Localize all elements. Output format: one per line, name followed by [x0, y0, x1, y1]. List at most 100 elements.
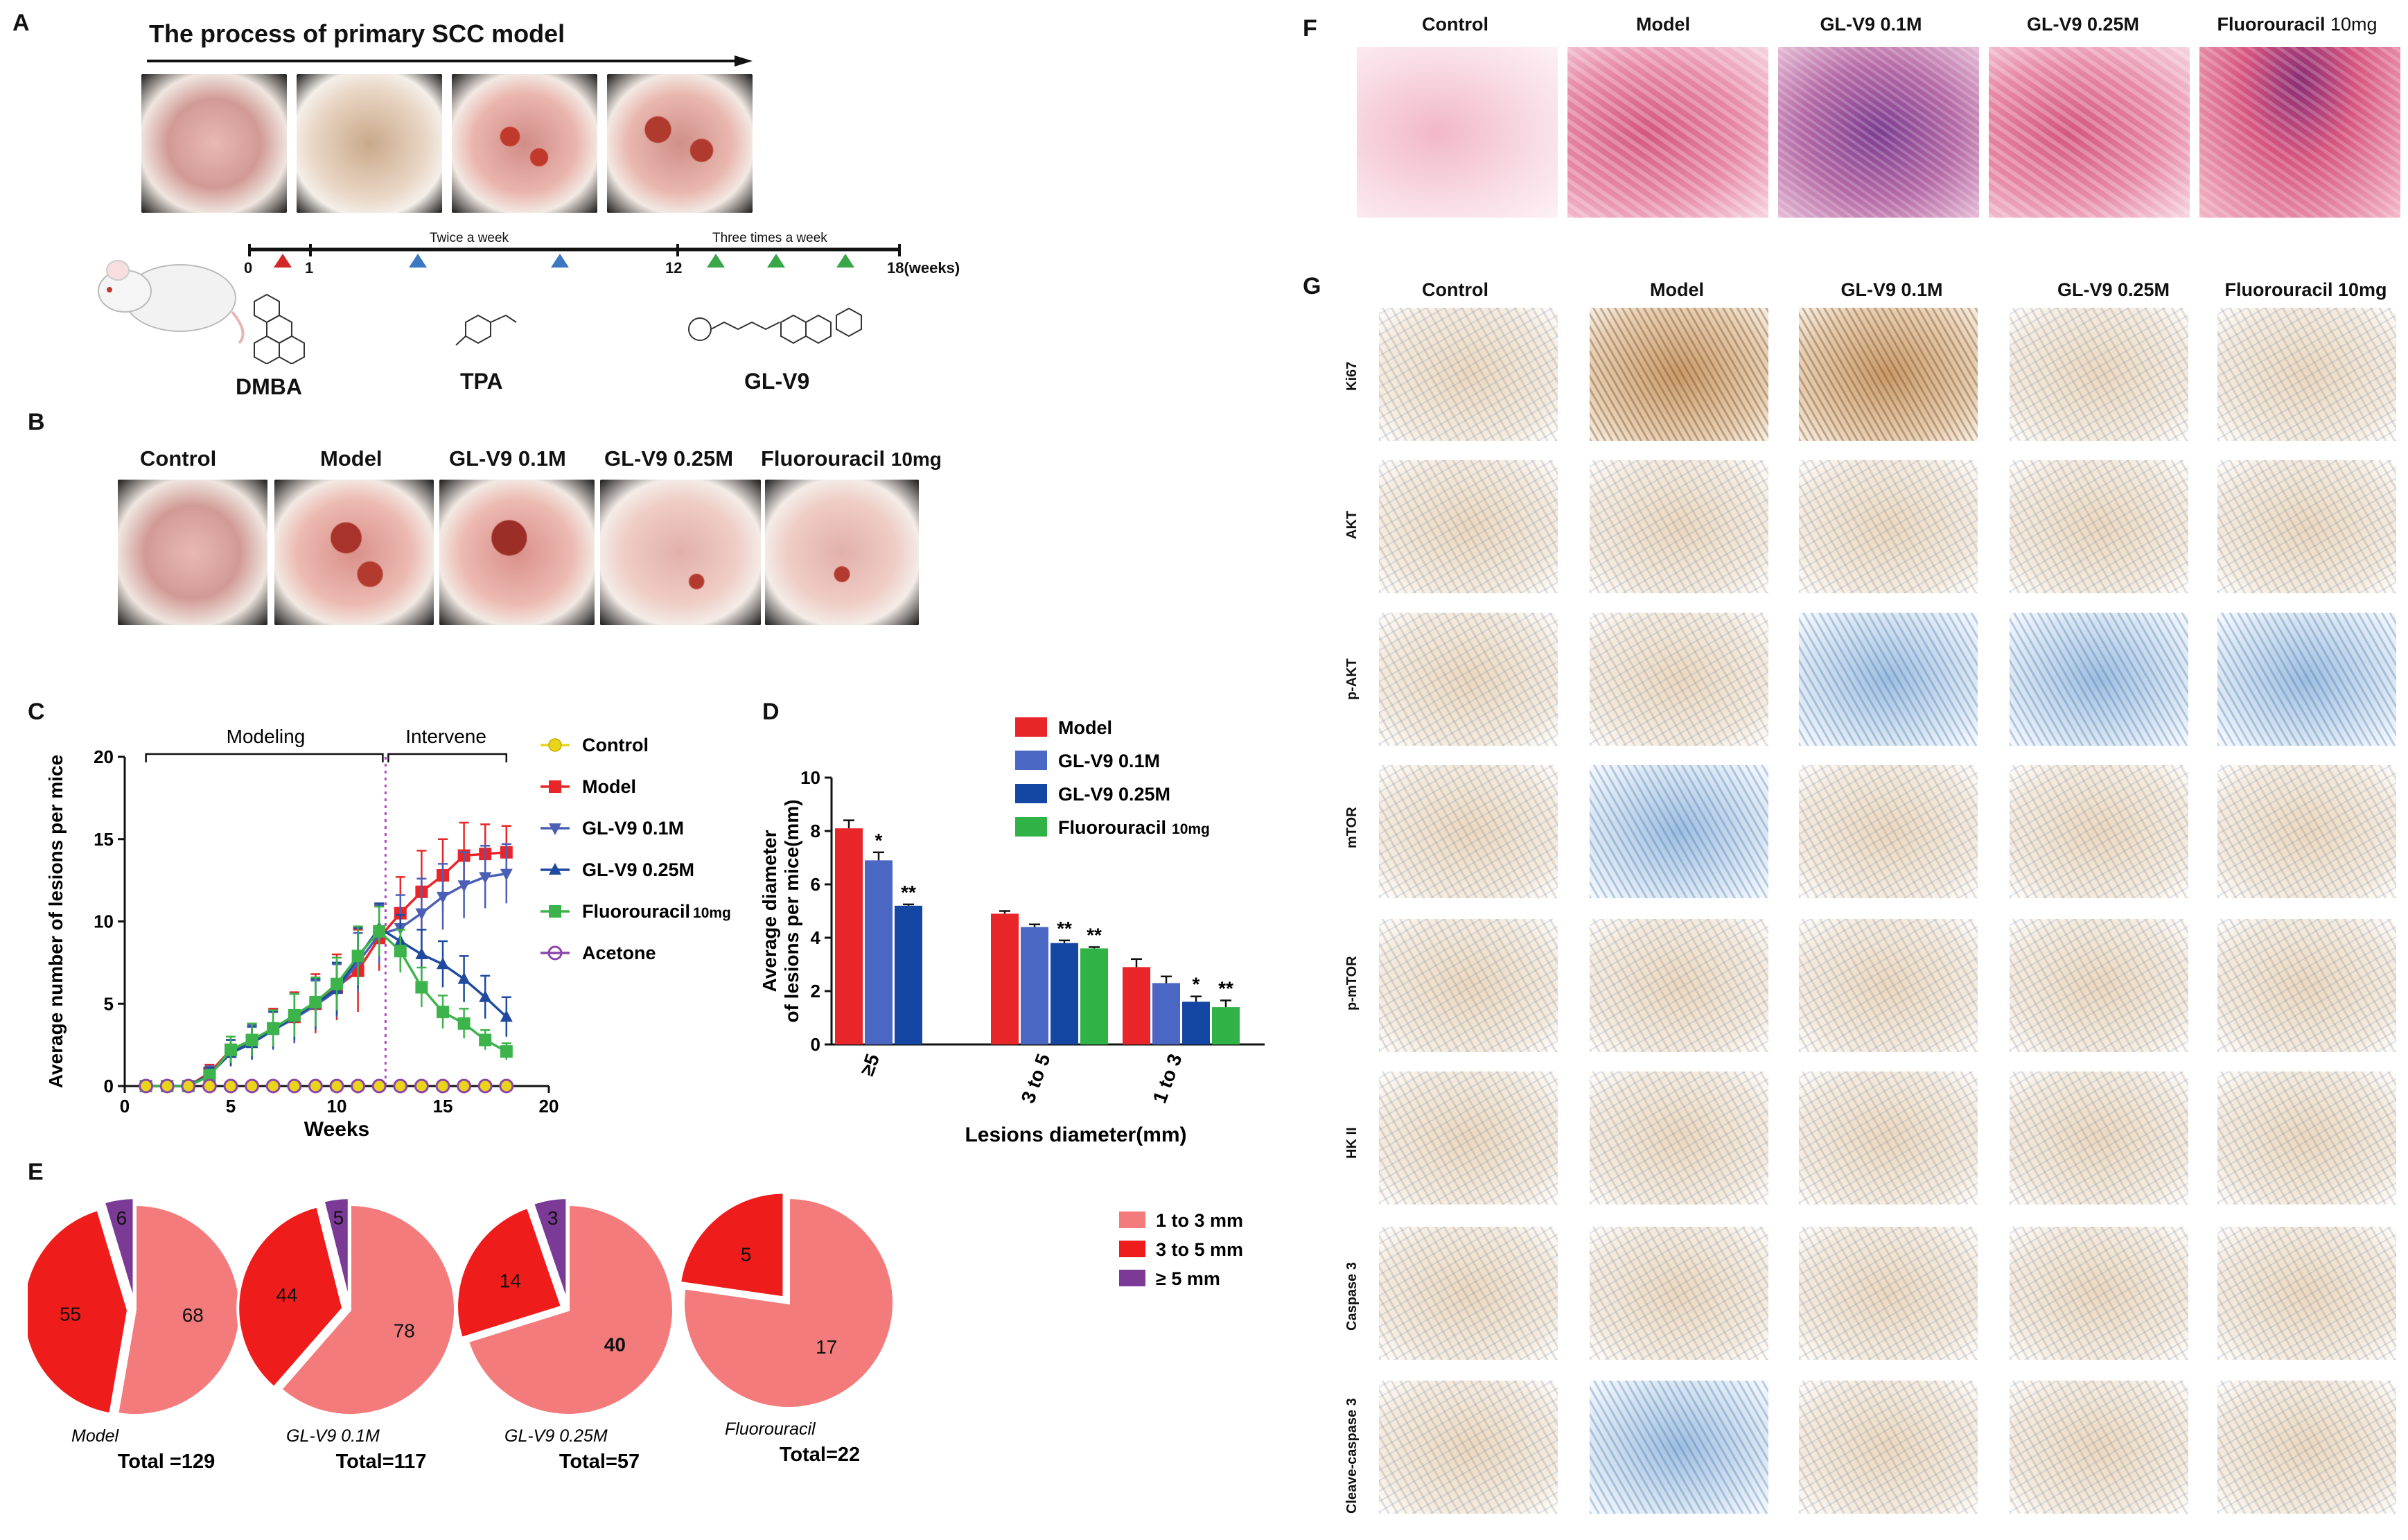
c-data-point — [371, 1078, 387, 1094]
d-bar — [865, 860, 893, 1044]
c-series-line — [146, 872, 507, 1087]
ihc-image — [2217, 308, 2396, 441]
g-row-label: mTOR — [1344, 807, 1360, 848]
e-pie-total: Total=117 — [336, 1451, 427, 1473]
c-series-line — [146, 926, 507, 1087]
c-data-point — [457, 1017, 471, 1030]
ihc-image — [1799, 613, 1978, 746]
c-data-point — [479, 1033, 492, 1047]
c-y-tick-label: 5 — [104, 993, 114, 1014]
c-legend-marker — [549, 905, 561, 918]
b-group-glv9-025: GL-V9 0.25M — [604, 446, 734, 471]
d-category-label: 3 to 5 — [1017, 1051, 1054, 1105]
ihc-image — [2217, 1227, 2396, 1360]
c-y-tick-label: 10 — [94, 911, 114, 932]
d-legend-unit: 10mg — [1172, 821, 1210, 837]
ihc-image — [1379, 1071, 1558, 1205]
b-fluorouracil-unit: 10mg — [890, 448, 942, 470]
g-col-model: Model — [1650, 279, 1704, 300]
g-col-control: Control — [1422, 279, 1488, 300]
c-legend-label: Fluorouracil 10mg — [582, 901, 731, 922]
timeline-tick-12: 12 — [665, 259, 683, 277]
ihc-image — [2010, 308, 2188, 441]
ihc-image — [1590, 919, 1768, 1052]
ihc-image — [1590, 1227, 1768, 1360]
e-slice-value: 3 — [547, 1207, 559, 1229]
e-pie-slice — [466, 1202, 675, 1417]
e-pie-slice — [236, 1204, 345, 1390]
c-data-point — [415, 981, 428, 994]
d-category-label: ≥5 — [856, 1051, 884, 1078]
ihc-image — [1379, 1381, 1558, 1514]
ihc-image — [2217, 1381, 2396, 1514]
c-modeling-label: Modeling — [227, 726, 306, 747]
c-modeling-bracket — [145, 753, 384, 762]
c-data-point — [437, 957, 449, 970]
c-y-axis-label: Average number of lesions per mice — [45, 755, 67, 1088]
b-photo-glv9-025 — [600, 480, 761, 625]
ihc-image — [2217, 613, 2396, 746]
c-data-point — [477, 1078, 493, 1094]
panel-a-process-arrow — [147, 55, 753, 67]
glv9-marker-1 — [707, 254, 725, 268]
c-data-point — [373, 925, 386, 938]
process-photo-4 — [607, 74, 753, 213]
process-photo-1 — [141, 74, 287, 213]
c-x-tick-label: 10 — [327, 1096, 347, 1117]
d-x-axis-label: Lesions diameter(mm) — [965, 1123, 1186, 1146]
f-fluorouracil-unit: 10mg — [2330, 14, 2378, 35]
e-legend-label: 3 to 5 mm — [1156, 1239, 1243, 1260]
glv9-marker-2 — [767, 254, 785, 268]
d-bar — [835, 828, 863, 1044]
e-slice-value: 40 — [604, 1334, 626, 1356]
e-legend-swatch — [1119, 1241, 1145, 1257]
process-photo-3 — [452, 74, 597, 213]
d-significance: ** — [1087, 924, 1102, 945]
d-significance: ** — [1057, 918, 1072, 939]
b-fluorouracil-label: Fluorouracil — [761, 446, 886, 471]
he-image-model — [1567, 47, 1768, 218]
e-legend-label: ≥ 5 mm — [1156, 1268, 1220, 1289]
dmba-structure — [254, 293, 305, 364]
b-group-control: Control — [140, 446, 217, 471]
ihc-image — [1379, 308, 1558, 441]
g-fluorouracil-label: Fluorouracil — [2224, 279, 2333, 300]
ihc-image — [1590, 460, 1768, 593]
he-image-glv9-01 — [1778, 47, 1979, 218]
c-series-4 — [139, 905, 513, 1092]
ihc-image — [1590, 1381, 1768, 1514]
ihc-image — [2010, 613, 2188, 746]
he-image-glv9-025 — [1989, 47, 2190, 218]
tpa-structure — [455, 314, 517, 346]
c-data-point — [351, 950, 364, 963]
c-data-point — [308, 1078, 323, 1094]
panel-label-d: D — [762, 699, 780, 725]
c-series-1 — [139, 821, 513, 1092]
e-pie-total: Total =129 — [118, 1451, 216, 1473]
timeline-tick-0: 0 — [244, 259, 253, 277]
d-legend-label: GL-V9 0.25M — [1058, 784, 1170, 805]
f-col-control: Control — [1422, 14, 1488, 35]
panel-label-c: C — [28, 699, 45, 725]
d-y-tick-label: 0 — [811, 1034, 820, 1055]
pie-charts-e: 68 55 6 Model Total =129 78 44 5 GL-V9 0.1M Total… — [28, 1191, 1243, 1473]
c-data-point — [500, 868, 513, 881]
ihc-image — [2217, 460, 2396, 593]
tpa-marker-1 — [409, 254, 427, 268]
timeline-tick-18: 18(weeks) — [887, 259, 960, 277]
c-data-point — [393, 1078, 408, 1094]
three-times-label: Three times a week — [712, 231, 827, 245]
b-photo-control — [118, 480, 267, 625]
c-x-tick-label: 20 — [539, 1096, 559, 1117]
compound-glv9: GL-V9 — [744, 369, 810, 394]
c-data-point — [265, 1078, 281, 1094]
d-category-label: 1 to 3 — [1148, 1051, 1186, 1105]
c-data-point — [267, 1022, 280, 1035]
ihc-image — [2010, 460, 2188, 593]
mouse-illustration — [98, 260, 245, 344]
c-legend-label: Control — [582, 735, 649, 755]
d-significance: * — [875, 830, 883, 851]
ihc-image — [1799, 919, 1978, 1052]
ihc-image — [1379, 919, 1558, 1052]
